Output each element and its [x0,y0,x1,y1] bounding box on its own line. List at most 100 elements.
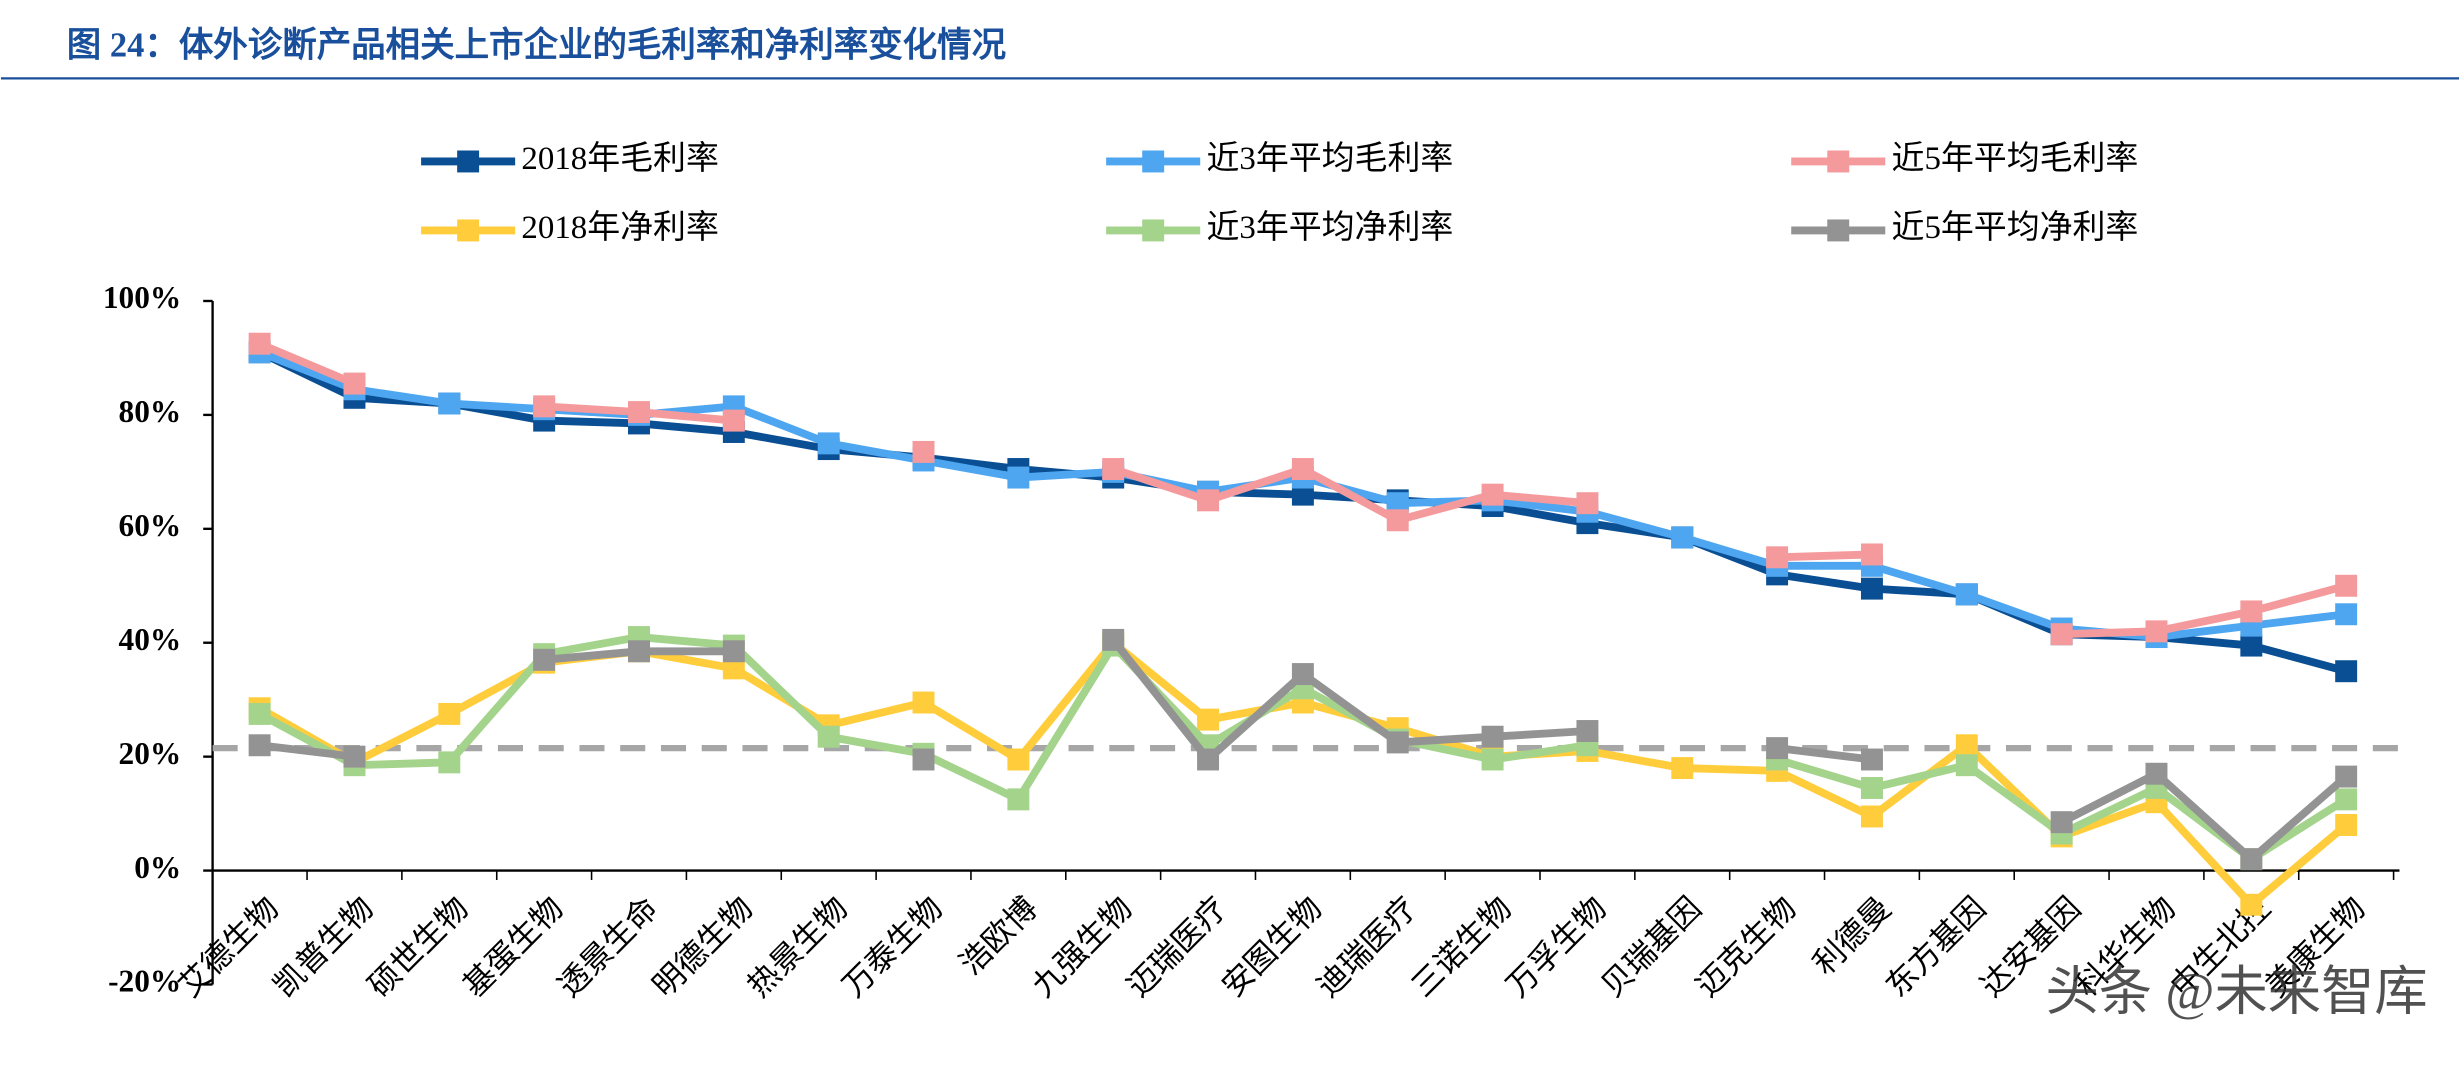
y-tick-label: 60% [119,508,182,543]
point [628,640,650,663]
x-tick-label: 利德曼 [1806,890,1897,981]
legend-marker [1142,150,1165,173]
point [912,691,935,714]
point [2335,814,2358,836]
y-tick-label: 0% [134,850,181,885]
legend-label: 近5年平均净利率 [1892,209,2139,246]
legend-marker [457,150,480,173]
x-tick-label: 硕世生物 [362,890,475,1003]
point [1671,526,1694,549]
legend-marker [1827,219,1850,242]
watermark: 头条 @未来智库 [2045,962,2427,1021]
point [2335,660,2358,683]
x-tick-label: 浩欧博 [953,890,1044,981]
x-tick-label: 迈克生物 [1689,890,1802,1003]
x-tick-label: 凯普生物 [267,890,380,1003]
point [1007,466,1030,489]
point [2050,811,2073,834]
point [1197,708,1220,731]
x-tick-label: 明德生物 [646,890,759,1003]
point [722,409,745,432]
x-tick-label: 三诺生物 [1405,890,1518,1003]
point [912,748,935,771]
point [1481,725,1504,748]
x-tick-label: 透景生命 [551,890,664,1003]
point [1007,788,1030,811]
point [2335,765,2358,788]
point [2240,634,2263,657]
point [1481,748,1504,771]
point [1481,483,1504,506]
point [1860,577,1883,600]
point [722,657,745,680]
point [912,440,935,463]
point [1860,805,1883,828]
point [1291,483,1314,506]
point [1386,509,1409,532]
point [1102,458,1125,480]
point [1007,748,1030,771]
point [2240,848,2263,871]
series [248,628,2358,871]
legend-label: 2018年毛利率 [521,140,718,177]
y-tick-label: 100% [103,280,181,315]
legend-label: 近3年平均净利率 [1206,209,1453,246]
x-tick-label: 热景生物 [741,890,854,1003]
point [1291,458,1314,480]
point [1386,731,1409,754]
point [1102,628,1125,651]
point [438,392,461,415]
x-tick-label: 九强生物 [1026,890,1139,1003]
x-tick-label: 东方基因 [1879,890,1992,1003]
x-tick-label: 艾德生物 [172,890,285,1003]
x-tick-label: 万孚生物 [1500,890,1613,1003]
point [2335,574,2358,597]
point [2240,600,2263,623]
point [1766,737,1789,760]
point [1860,748,1883,771]
x-tick-label: 万泰生物 [836,890,949,1003]
series [248,341,2358,683]
point [248,734,271,757]
x-tick-label: 安图生物 [1215,890,1328,1003]
y-tick-label: 80% [119,394,182,429]
point [1576,492,1599,515]
point [2335,603,2358,626]
point [248,332,271,355]
point [248,702,271,725]
legend-label: 2018年净利率 [521,209,718,246]
legend-label: 近3年平均毛利率 [1206,140,1453,177]
point [1860,777,1883,799]
point [1576,720,1599,742]
x-tick-label: 迈瑞医疗 [1120,890,1233,1003]
point [1291,663,1314,686]
series-line [257,348,2348,675]
point [438,751,461,774]
x-tick-label: 贝瑞基因 [1595,890,1708,1003]
y-tick-label: -20% [108,964,181,999]
legend-label: 近5年平均毛利率 [1892,140,2139,177]
point [533,648,556,671]
point [1955,754,1978,777]
point [2240,893,2263,916]
point [817,725,840,748]
point [2145,620,2168,643]
point [438,702,461,725]
legend-marker [1142,219,1165,242]
legend-marker [457,219,480,242]
point [533,395,556,418]
x-tick-label: 基蛋生物 [456,890,569,1003]
y-tick-label: 20% [119,736,182,771]
point [817,432,840,455]
legend-marker [1827,150,1850,173]
point [2145,762,2168,785]
point [1386,492,1409,515]
point [1955,583,1978,606]
point [722,640,745,663]
chart-title: 图 24：体外诊断产品相关上市企业的毛利率和净利率变化情况 [67,26,1006,65]
point [1197,489,1220,512]
point [343,372,366,395]
point [343,745,366,768]
x-tick-label: 迪瑞医疗 [1310,890,1423,1003]
